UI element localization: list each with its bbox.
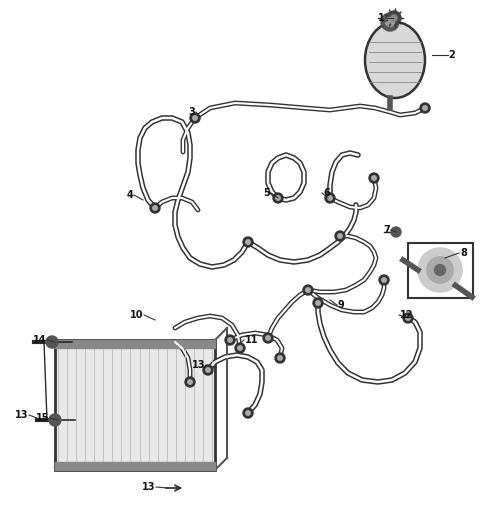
Circle shape <box>188 380 192 384</box>
Circle shape <box>316 301 320 305</box>
Circle shape <box>379 275 389 285</box>
Text: 12: 12 <box>400 310 413 320</box>
Circle shape <box>246 411 250 415</box>
Circle shape <box>385 17 395 27</box>
Circle shape <box>325 193 335 203</box>
Circle shape <box>369 173 379 183</box>
Circle shape <box>263 333 273 343</box>
Circle shape <box>372 176 376 180</box>
Circle shape <box>313 298 323 308</box>
Circle shape <box>243 237 253 247</box>
Circle shape <box>427 257 453 283</box>
Circle shape <box>338 234 342 238</box>
Circle shape <box>306 288 310 292</box>
Circle shape <box>228 338 232 342</box>
Circle shape <box>49 414 61 426</box>
Circle shape <box>153 206 157 210</box>
Text: 13: 13 <box>142 482 155 492</box>
Text: 10: 10 <box>130 310 143 320</box>
Circle shape <box>434 265 445 275</box>
Bar <box>55 340 215 470</box>
Circle shape <box>278 356 282 360</box>
Text: 8: 8 <box>460 248 467 258</box>
Circle shape <box>206 368 210 372</box>
Circle shape <box>303 285 313 295</box>
Bar <box>408 243 473 298</box>
Text: 13: 13 <box>14 410 28 420</box>
Circle shape <box>203 365 213 375</box>
Circle shape <box>382 278 386 282</box>
Ellipse shape <box>365 22 425 98</box>
Text: 14: 14 <box>33 335 46 345</box>
Text: 3: 3 <box>188 107 195 117</box>
Circle shape <box>403 313 413 323</box>
Circle shape <box>246 240 250 244</box>
Text: 6: 6 <box>323 188 330 198</box>
Circle shape <box>190 113 200 123</box>
Text: 5: 5 <box>263 188 270 198</box>
Circle shape <box>418 248 462 292</box>
Text: 1: 1 <box>378 13 385 23</box>
Text: 2: 2 <box>448 50 455 60</box>
Circle shape <box>275 353 285 363</box>
Text: 9: 9 <box>338 300 345 310</box>
Circle shape <box>238 346 242 350</box>
Circle shape <box>406 316 410 320</box>
Circle shape <box>423 106 427 110</box>
Circle shape <box>273 193 283 203</box>
Circle shape <box>225 335 235 345</box>
Text: 15: 15 <box>36 413 49 423</box>
Circle shape <box>328 196 332 200</box>
Circle shape <box>266 336 270 340</box>
Circle shape <box>243 408 253 418</box>
Circle shape <box>420 103 430 113</box>
Circle shape <box>335 231 345 241</box>
Circle shape <box>387 11 401 25</box>
Circle shape <box>185 377 195 387</box>
Circle shape <box>46 336 58 348</box>
Text: 11: 11 <box>245 335 259 345</box>
Circle shape <box>391 15 397 21</box>
Circle shape <box>381 13 399 31</box>
Circle shape <box>193 116 197 120</box>
Text: 7: 7 <box>383 225 390 235</box>
Circle shape <box>391 227 401 237</box>
Circle shape <box>276 196 280 200</box>
Text: 13: 13 <box>192 360 205 370</box>
Circle shape <box>150 203 160 213</box>
Text: 4: 4 <box>126 190 133 200</box>
Circle shape <box>235 343 245 353</box>
